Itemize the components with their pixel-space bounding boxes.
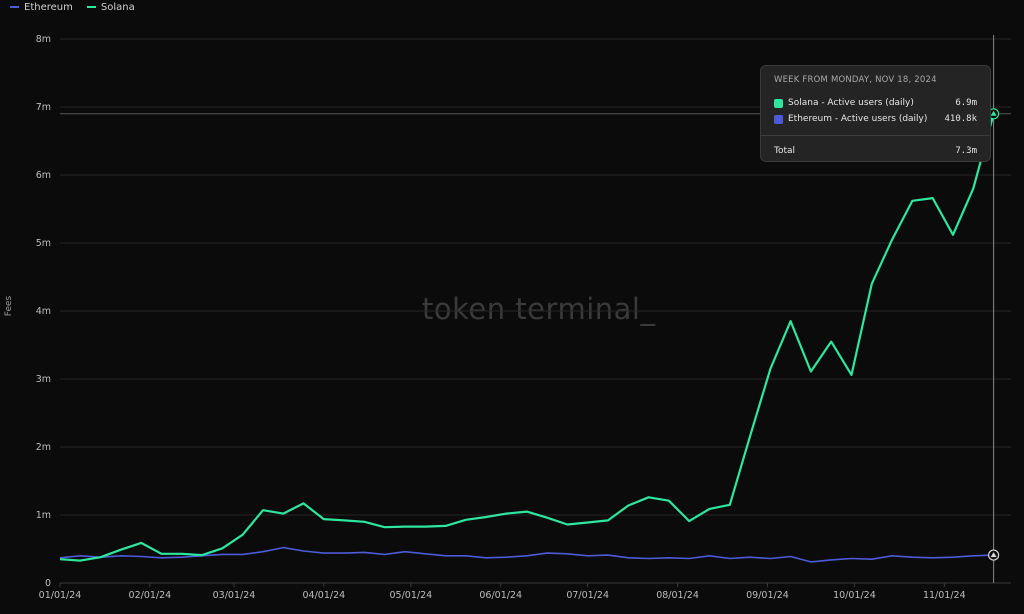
x-tick-label: 09/01/24 xyxy=(746,590,789,601)
end-marker-arrow-ethereum xyxy=(990,552,997,558)
watermark: token terminal_ xyxy=(422,292,656,326)
y-tick-label: 3m xyxy=(36,374,51,385)
tooltip-row-solana: Solana - Active users (daily) 6.9m xyxy=(774,95,977,111)
y-tick-label: 2m xyxy=(36,442,51,453)
x-tick-label: 06/01/24 xyxy=(479,590,522,601)
tooltip-row-total: Total 7.3m xyxy=(774,143,977,159)
series-line-solana xyxy=(59,113,995,562)
legend-label-ethereum: Ethereum xyxy=(24,1,73,13)
legend-item-ethereum[interactable]: Ethereum xyxy=(10,2,73,13)
series-line-ethereum xyxy=(59,546,994,563)
tooltip-total-value: 7.3m xyxy=(955,146,977,156)
x-tick-label: 05/01/24 xyxy=(389,590,432,601)
y-tick-label: 4m xyxy=(36,306,51,317)
chart-tooltip: WEEK FROM MONDAY, NOV 18, 2024 Solana - … xyxy=(760,65,991,162)
end-marker-arrow-solana xyxy=(990,110,997,116)
tooltip-swatch-solana xyxy=(774,98,783,108)
tooltip-label-ethereum: Ethereum - Active users (daily) xyxy=(788,114,928,124)
chart-legend: Ethereum Solana xyxy=(10,0,135,14)
legend-swatch-ethereum xyxy=(10,6,19,8)
tooltip-value-ethereum: 410.8k xyxy=(944,114,977,124)
x-tick-label: 07/01/24 xyxy=(566,590,609,601)
legend-label-solana: Solana xyxy=(100,1,135,13)
y-tick-label: 8m xyxy=(36,34,51,45)
tooltip-label-solana: Solana - Active users (daily) xyxy=(788,98,914,108)
x-tick-label: 02/01/24 xyxy=(129,590,172,601)
tooltip-total-label: Total xyxy=(774,146,796,156)
y-tick-label: 6m xyxy=(36,170,51,181)
y-tick-label: 0 xyxy=(45,578,51,589)
y-tick-label: 5m xyxy=(36,238,51,249)
x-tick-label: 01/01/24 xyxy=(39,590,82,601)
tooltip-divider xyxy=(761,135,990,136)
tooltip-title: WEEK FROM MONDAY, NOV 18, 2024 xyxy=(774,75,937,85)
y-tick-label: 1m xyxy=(36,510,51,521)
x-tick-label: 10/01/24 xyxy=(833,590,876,601)
legend-item-solana[interactable]: Solana xyxy=(86,1,135,13)
y-tick-label: 7m xyxy=(36,102,51,113)
tooltip-swatch-ethereum xyxy=(774,114,783,124)
x-tick-label: 11/01/24 xyxy=(923,590,966,601)
x-tick-label: 03/01/24 xyxy=(213,590,256,601)
legend-swatch-solana xyxy=(86,6,96,8)
x-tick-label: 04/01/24 xyxy=(303,590,346,601)
tooltip-row-ethereum: Ethereum - Active users (daily) 410.8k xyxy=(774,111,977,127)
tooltip-value-solana: 6.9m xyxy=(955,98,977,108)
x-tick-label: 08/01/24 xyxy=(656,590,699,601)
